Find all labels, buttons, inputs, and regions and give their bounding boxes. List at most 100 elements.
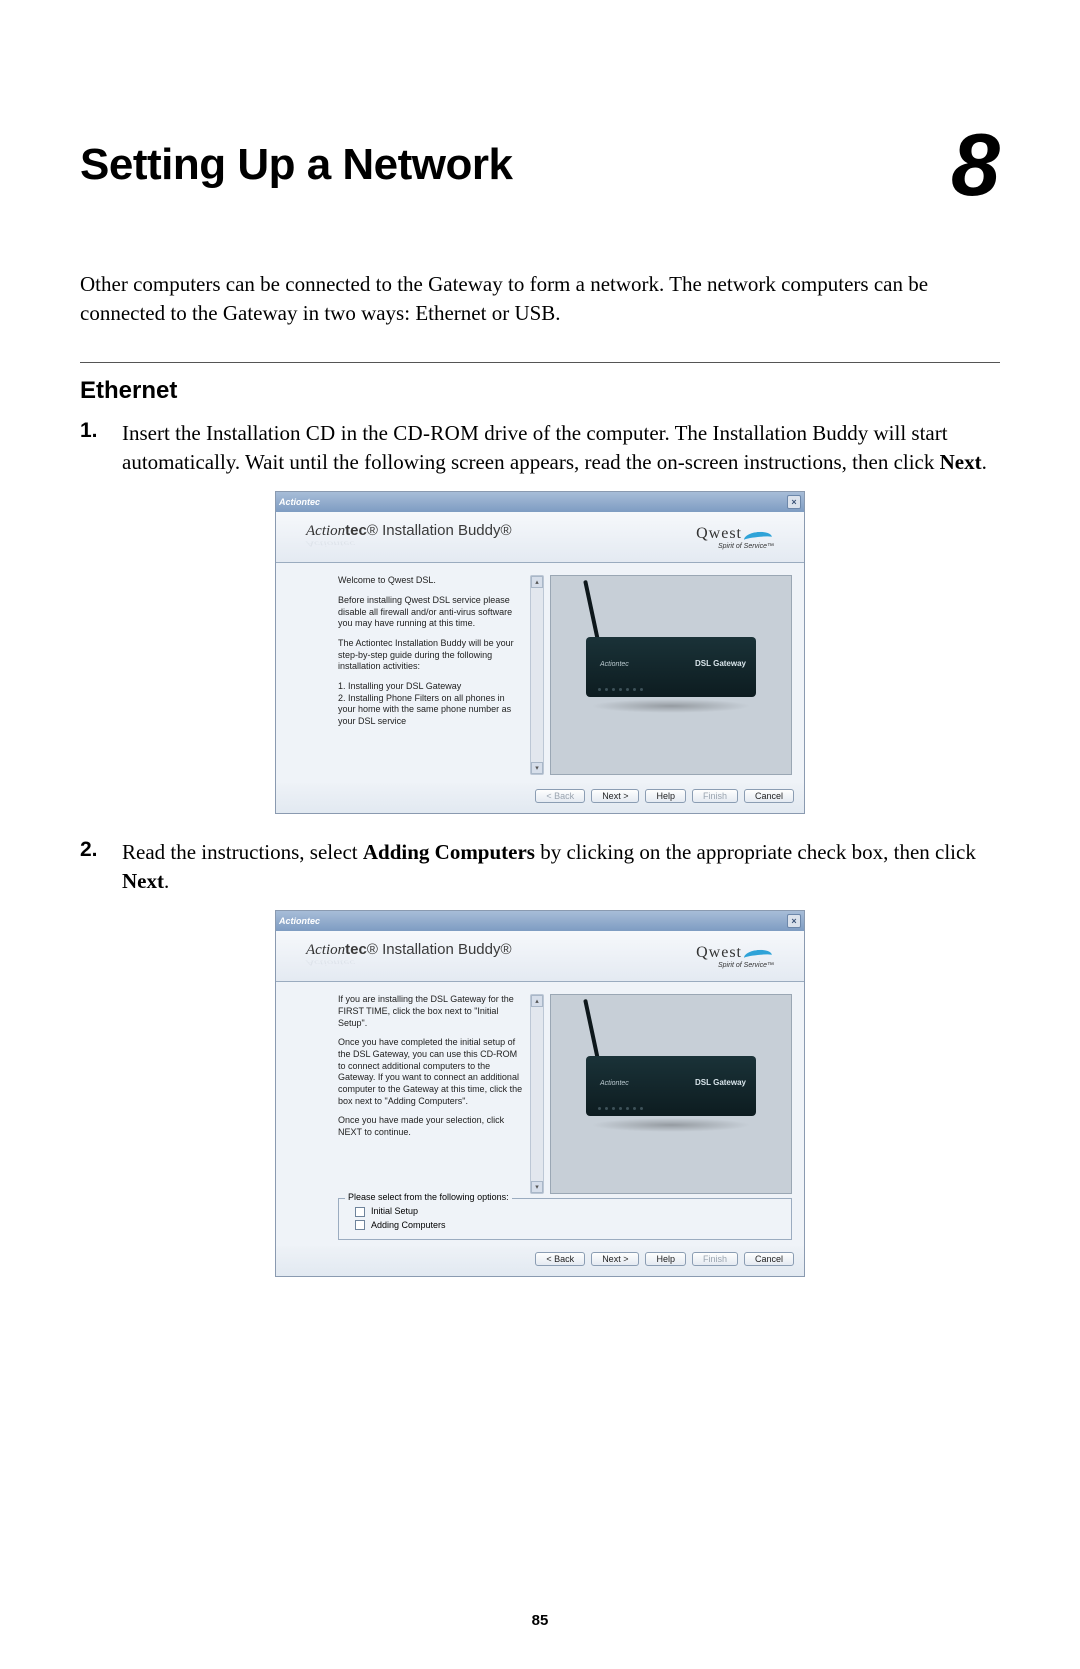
step-body: Read the instructions, select Adding Com… (122, 838, 1000, 896)
cancel-button[interactable]: Cancel (744, 1252, 794, 1266)
dialog-logo-row: Actiontec® Installation Buddy® Actiontec… (276, 512, 804, 563)
step-bold: Next (122, 869, 164, 893)
scroll-up-icon[interactable]: ▴ (531, 995, 543, 1007)
dialog-titlebar: Actiontec × (276, 911, 804, 931)
scroll-up-icon[interactable]: ▴ (531, 576, 543, 588)
back-button[interactable]: < Back (535, 1252, 585, 1266)
scroll-down-icon[interactable]: ▾ (531, 762, 543, 774)
next-button[interactable]: Next > (591, 789, 639, 803)
brand-tec: tec (345, 941, 367, 958)
option-initial-setup[interactable]: Initial Setup (355, 1206, 783, 1217)
dialog-logo-row: Actiontec® Installation Buddy® Actiontec… (276, 931, 804, 982)
brand-reflection: Actiontec (306, 539, 512, 549)
section-rule (80, 362, 1000, 363)
qwest-logo: Qwest (696, 525, 742, 542)
section-heading: Ethernet (80, 377, 1000, 405)
intro-text: Other computers can be connected to the … (80, 272, 928, 325)
router-brand-label: Actiontec (600, 1080, 629, 1087)
step-bold: Adding Computers (363, 840, 535, 864)
step-bold: Next (940, 450, 982, 474)
brand-tec: tec (345, 522, 367, 539)
brand-action: Action (306, 942, 345, 958)
option-label: Adding Computers (371, 1220, 446, 1230)
dialog-text: 2. Installing Phone Filters on all phone… (338, 693, 524, 728)
scrollbar[interactable]: ▴ ▾ (530, 575, 544, 775)
brand-reg: ® (367, 941, 378, 958)
intro-paragraph: Other computers can be connected to the … (80, 270, 1000, 328)
router-brand-label: Actiontec (600, 661, 629, 668)
help-button[interactable]: Help (645, 1252, 686, 1266)
scrollbar[interactable]: ▴ ▾ (530, 994, 544, 1194)
dialog-text-col: Welcome to Qwest DSL. Before installing … (338, 575, 524, 775)
router: Actiontec DSL Gateway (586, 637, 756, 713)
dialog-content: If you are installing the DSL Gateway fo… (276, 982, 804, 1196)
brand-right: Qwest Spirit of Service™ (696, 944, 774, 969)
titlebar-brand: Actiontec (279, 497, 320, 507)
page-number: 85 (0, 1612, 1080, 1629)
router-body: Actiontec DSL Gateway (586, 1056, 756, 1116)
router-image: Actiontec DSL Gateway (550, 575, 792, 775)
step-text: in the (335, 421, 393, 445)
dialog-text: Welcome to Qwest DSL. (338, 575, 524, 587)
swoosh-icon (744, 526, 774, 542)
brand-action: Action (306, 523, 345, 539)
router-leds (598, 1107, 643, 1110)
dialog-content: Welcome to Qwest DSL. Before installing … (276, 563, 804, 783)
router-shadow (591, 699, 751, 713)
router-model-label: DSL Gateway (695, 659, 746, 668)
chapter-header: Setting Up a Network 8 (80, 130, 1000, 200)
dialog-1: Actiontec × Actiontec® Installation Budd… (275, 491, 805, 814)
step-text: Insert the Installation (122, 421, 306, 445)
router-body: Actiontec DSL Gateway (586, 637, 756, 697)
option-adding-computers[interactable]: Adding Computers (355, 1220, 783, 1231)
router-shadow (591, 1118, 751, 1132)
screenshot-1-wrap: Actiontec × Actiontec® Installation Budd… (80, 491, 1000, 814)
router-antenna (583, 999, 600, 1060)
dialog-button-row: < Back Next > Help Finish Cancel (276, 783, 804, 813)
dialog-text: If you are installing the DSL Gateway fo… (338, 994, 524, 1029)
step-text: . (982, 450, 987, 474)
options-legend: Please select from the following options… (345, 1192, 512, 1202)
finish-button[interactable]: Finish (692, 789, 738, 803)
brand-reflection: Actiontec (306, 958, 512, 968)
dialog-titlebar: Actiontec × (276, 492, 804, 512)
qwest-logo: Qwest (696, 944, 742, 961)
options-group: Please select from the following options… (338, 1198, 792, 1240)
chapter-title: Setting Up a Network (80, 140, 513, 190)
brand-reg: ® (367, 522, 378, 539)
brand-left: Actiontec® Installation Buddy® Actiontec (306, 941, 512, 971)
dialog-text: The Actiontec Installation Buddy will be… (338, 638, 524, 673)
product-name: Installation Buddy® (382, 941, 511, 958)
step-1: 1. Insert the Installation CD in the CD-… (80, 419, 1000, 477)
step-text: Read the instructions, select (122, 840, 363, 864)
dialog-text-col: If you are installing the DSL Gateway fo… (338, 994, 524, 1194)
help-button[interactable]: Help (645, 789, 686, 803)
step-sc: CD (306, 421, 336, 445)
checkbox-icon[interactable] (355, 1207, 365, 1217)
finish-button[interactable]: Finish (692, 1252, 738, 1266)
step-sc: CD-ROM (393, 421, 479, 445)
swoosh-icon (744, 944, 774, 960)
checkbox-icon[interactable] (355, 1220, 365, 1230)
router-model-label: DSL Gateway (695, 1078, 746, 1087)
scroll-down-icon[interactable]: ▾ (531, 1181, 543, 1193)
router-image: Actiontec DSL Gateway (550, 994, 792, 1194)
chapter-number: 8 (951, 130, 1000, 200)
brand-right: Qwest Spirit of Service™ (696, 525, 774, 550)
screenshot-2-wrap: Actiontec × Actiontec® Installation Budd… (80, 910, 1000, 1277)
step-number: 1. (80, 419, 122, 477)
product-name: Installation Buddy® (382, 522, 511, 539)
spirit-tagline: Spirit of Service™ (696, 962, 774, 969)
back-button[interactable]: < Back (535, 789, 585, 803)
cancel-button[interactable]: Cancel (744, 789, 794, 803)
next-button[interactable]: Next > (591, 1252, 639, 1266)
option-label: Initial Setup (371, 1206, 418, 1216)
dialog-text: Once you have made your selection, click… (338, 1115, 524, 1138)
dialog-text: 1. Installing your DSL Gateway (338, 681, 524, 693)
close-icon[interactable]: × (787, 495, 801, 509)
router-antenna (583, 580, 600, 641)
dialog-text: Before installing Qwest DSL service plea… (338, 595, 524, 630)
step-text: . (164, 869, 169, 893)
router-leds (598, 688, 643, 691)
close-icon[interactable]: × (787, 914, 801, 928)
